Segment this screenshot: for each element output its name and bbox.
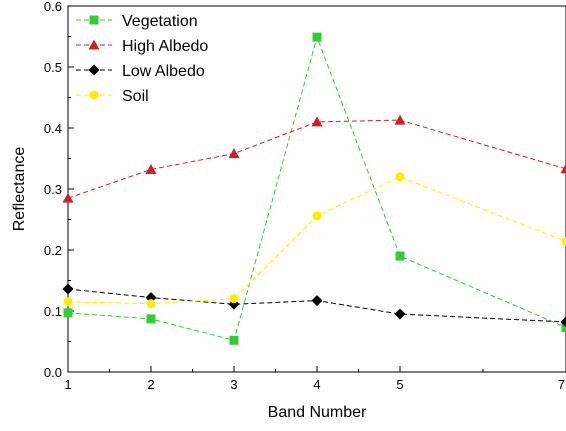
- y-tick-label: 0.3: [44, 182, 62, 197]
- legend-label: Soil: [122, 88, 149, 105]
- data-point-soil: [395, 172, 405, 182]
- data-point-vegetation: [146, 314, 156, 324]
- series-vegetation: [63, 32, 566, 345]
- legend-item-soil: Soil: [76, 88, 149, 105]
- data-point-vegetation: [561, 322, 566, 332]
- y-tick-label: 0.0: [44, 365, 62, 380]
- legend-marker: [88, 39, 100, 50]
- legend-label: High Albedo: [122, 38, 208, 55]
- x-tick-label: 4: [313, 377, 320, 392]
- data-point-vegetation: [395, 251, 405, 261]
- data-point-high-albedo: [560, 163, 566, 174]
- data-point-low-albedo: [62, 283, 74, 295]
- series-high-albedo: [62, 114, 566, 203]
- data-point-vegetation: [312, 32, 322, 42]
- data-point-soil: [229, 294, 239, 304]
- data-point-high-albedo: [394, 114, 406, 125]
- data-point-soil: [312, 211, 322, 221]
- x-tick-label: 3: [230, 377, 237, 392]
- x-axis-title: Band Number: [268, 404, 367, 421]
- x-tick-label: 2: [147, 377, 154, 392]
- x-tick-label: 1: [64, 377, 71, 392]
- legend-label: Low Albedo: [122, 63, 205, 80]
- y-tick-label: 0.2: [44, 243, 62, 258]
- data-point-high-albedo: [145, 163, 157, 174]
- series-line-vegetation: [67, 35, 566, 341]
- data-point-soil: [146, 299, 156, 309]
- data-point-low-albedo: [394, 308, 406, 320]
- series-line-soil: [67, 176, 566, 305]
- y-tick-label: 0.6: [44, 0, 62, 14]
- x-tick-label: 7: [558, 377, 565, 392]
- x-tick-label: 5: [396, 377, 403, 392]
- legend: Vegetation High Albedo Low Albedo Soil: [76, 13, 208, 105]
- legend-marker: [89, 90, 99, 100]
- legend-item-vegetation: Vegetation: [76, 13, 198, 30]
- legend-label: Vegetation: [122, 13, 198, 30]
- legend-marker: [89, 15, 99, 25]
- data-point-high-albedo: [62, 192, 74, 203]
- data-point-low-albedo: [311, 295, 323, 307]
- plot-area: 0.0 0.1 0.2 0.3 0.4 0.5 0.6 1 2 3 4 5 7: [44, 0, 566, 392]
- data-point-low-albedo: [560, 316, 566, 328]
- data-point-soil: [561, 236, 566, 246]
- data-point-vegetation: [229, 335, 239, 345]
- series-line-high-albedo: [67, 119, 566, 199]
- data-point-soil: [63, 297, 73, 307]
- legend-item-high-albedo: High Albedo: [76, 38, 208, 55]
- series-soil: [63, 172, 566, 309]
- legend-marker: [88, 64, 100, 76]
- y-tick-label: 0.1: [44, 304, 62, 319]
- plot-frame: [67, 5, 566, 373]
- y-axis-title: Reflectance: [11, 147, 28, 232]
- legend-item-low-albedo: Low Albedo: [76, 63, 205, 80]
- data-point-vegetation: [63, 308, 73, 318]
- y-tick-label: 0.5: [44, 60, 62, 75]
- series-line-low-albedo: [67, 288, 566, 323]
- data-point-high-albedo: [228, 148, 240, 159]
- series-low-albedo: [62, 283, 566, 328]
- data-point-high-albedo: [311, 116, 323, 127]
- y-tick-label: 0.4: [44, 121, 62, 136]
